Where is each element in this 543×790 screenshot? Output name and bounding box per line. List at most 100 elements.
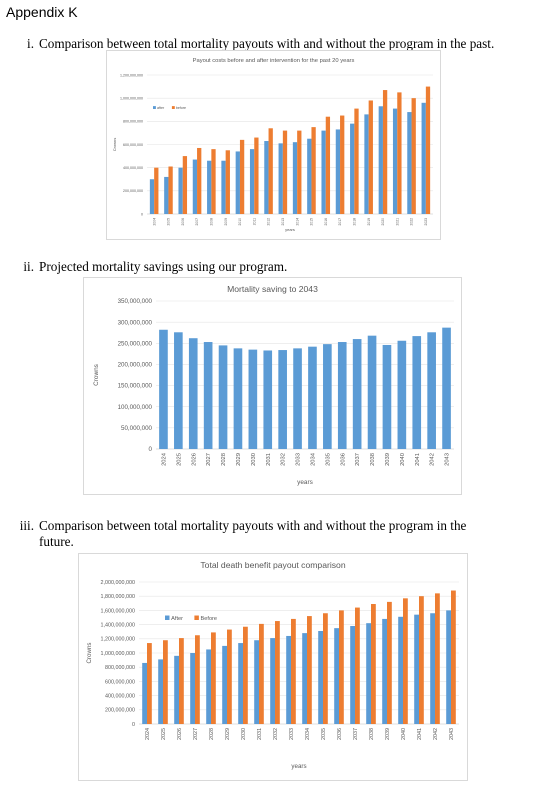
x-tick-label: 2029 bbox=[225, 728, 231, 740]
bar-after-2035 bbox=[318, 630, 323, 724]
bar-before-2030 bbox=[243, 626, 248, 724]
bar-before-2023 bbox=[425, 86, 431, 214]
bar-after-2031 bbox=[254, 640, 259, 724]
x-tick-label: 2035 bbox=[325, 453, 331, 466]
bar-saving-2038 bbox=[367, 335, 377, 449]
section-i-text: Comparison between total mortality payou… bbox=[39, 36, 495, 51]
bar-before-2038 bbox=[371, 604, 376, 724]
bar-saving-2029 bbox=[233, 348, 243, 449]
bar-before-2033 bbox=[291, 618, 296, 724]
bar-after-2005 bbox=[164, 176, 169, 214]
y-tick-label: 200,000,000 bbox=[118, 362, 153, 369]
bar-after-2038 bbox=[366, 623, 371, 724]
x-tick-label: 2025 bbox=[176, 453, 182, 466]
bar-before-2004 bbox=[154, 167, 159, 214]
y-tick-label: 0 bbox=[149, 446, 153, 453]
x-tick-label: 2032 bbox=[273, 728, 279, 740]
bar-before-2040 bbox=[403, 598, 408, 724]
y-tick-label: 1,800,000,000 bbox=[101, 594, 135, 600]
bar-saving-2025 bbox=[174, 332, 183, 449]
x-tick-label: 2013 bbox=[281, 218, 285, 226]
y-tick-label: 400,000,000 bbox=[105, 693, 135, 699]
bar-saving-2035 bbox=[323, 344, 332, 449]
y-tick-label: 200,000,000 bbox=[105, 708, 135, 714]
y-tick-label: 1,600,000,000 bbox=[101, 608, 135, 614]
y-tick-label: 1,200,000,000 bbox=[101, 637, 135, 643]
bar-saving-2037 bbox=[352, 339, 362, 449]
section-ii-number: ii. bbox=[23, 259, 34, 274]
bar-before-2014 bbox=[297, 130, 302, 214]
bar-before-2011 bbox=[254, 137, 259, 214]
x-tick-label: 2040 bbox=[401, 728, 407, 740]
bar-after-2026 bbox=[174, 655, 179, 724]
bar-before-2017 bbox=[340, 115, 345, 214]
bar-before-2034 bbox=[307, 616, 312, 724]
chart-1-svg: Payout costs before and after interventi… bbox=[112, 58, 433, 232]
bar-before-2026 bbox=[179, 638, 184, 724]
bar-before-2043 bbox=[451, 590, 456, 724]
x-tick-label: 2021 bbox=[395, 218, 399, 226]
x-tick-label: 2031 bbox=[266, 453, 272, 466]
y-tick-label: 200,000,000 bbox=[123, 189, 143, 193]
bar-after-2015 bbox=[307, 138, 312, 214]
bar-saving-2032 bbox=[278, 350, 287, 449]
bar-after-2037 bbox=[350, 626, 355, 724]
y-axis-label: Crowns bbox=[112, 138, 117, 152]
bar-after-2008 bbox=[207, 160, 212, 214]
x-tick-label: 2018 bbox=[353, 218, 357, 226]
bar-after-2017 bbox=[335, 129, 341, 214]
x-tick-label: 2025 bbox=[161, 728, 167, 740]
x-tick-label: 2010 bbox=[238, 218, 242, 226]
bar-saving-2030 bbox=[248, 349, 258, 449]
x-tick-label: 2027 bbox=[193, 728, 199, 740]
bar-after-2029 bbox=[222, 645, 227, 724]
x-tick-label: 2036 bbox=[337, 728, 343, 740]
bar-before-2031 bbox=[259, 623, 264, 724]
x-tick-label: 2043 bbox=[449, 728, 455, 740]
bar-before-2021 bbox=[397, 92, 402, 214]
y-tick-label: 100,000,000 bbox=[118, 404, 153, 411]
bar-before-2032 bbox=[275, 621, 280, 724]
bar-before-2019 bbox=[368, 100, 373, 214]
x-tick-label: 2029 bbox=[236, 453, 242, 466]
y-tick-label: 0 bbox=[141, 212, 143, 216]
x-tick-label: 2030 bbox=[251, 453, 257, 466]
x-tick-label: 2016 bbox=[324, 218, 328, 226]
bar-saving-2041 bbox=[412, 336, 422, 449]
bar-after-2021 bbox=[392, 108, 398, 214]
bar-after-2013 bbox=[278, 143, 283, 214]
section-i-number: i. bbox=[27, 36, 34, 51]
section-ii-text: Projected mortality savings using our pr… bbox=[39, 259, 288, 274]
x-tick-label: 2034 bbox=[305, 728, 311, 740]
x-tick-label: 2040 bbox=[400, 453, 406, 466]
section-ii-caption: ii. Projected mortality savings using our… bbox=[12, 259, 537, 275]
bar-saving-2036 bbox=[337, 342, 347, 449]
x-tick-label: 2034 bbox=[310, 452, 316, 466]
y-tick-label: 1,000,000,000 bbox=[120, 96, 143, 100]
bar-before-2024 bbox=[147, 643, 152, 724]
bar-saving-2027 bbox=[203, 342, 213, 449]
bar-saving-2033 bbox=[293, 348, 302, 449]
bar-after-2032 bbox=[270, 638, 275, 724]
section-i-caption: i. Comparison between total mortality pay… bbox=[12, 36, 537, 52]
chart-2-frame: Mortality saving to 2043 0 50,000,000 100,0… bbox=[83, 277, 462, 495]
bar-after-2016 bbox=[321, 130, 326, 214]
x-tick-label: 2031 bbox=[257, 728, 263, 740]
bar-before-2015 bbox=[311, 127, 316, 214]
x-tick-label: 2019 bbox=[367, 218, 371, 226]
bar-before-2007 bbox=[197, 147, 202, 214]
y-tick-label: 2,000,000,000 bbox=[101, 580, 135, 586]
bar-before-2041 bbox=[419, 596, 424, 724]
x-tick-label: 2026 bbox=[191, 453, 197, 466]
bar-after-2025 bbox=[158, 659, 163, 724]
y-tick-label: 600,000,000 bbox=[105, 679, 135, 685]
bar-after-2018 bbox=[350, 123, 355, 214]
bar-before-2028 bbox=[211, 632, 216, 724]
bar-before-2016 bbox=[325, 116, 331, 214]
y-tick-label: 800,000,000 bbox=[105, 665, 135, 671]
bar-after-2040 bbox=[398, 616, 403, 724]
x-tick-label: 2015 bbox=[310, 218, 314, 226]
bar-after-2043 bbox=[446, 610, 451, 724]
bar-after-2007 bbox=[192, 159, 198, 214]
bar-before-2027 bbox=[195, 635, 200, 724]
